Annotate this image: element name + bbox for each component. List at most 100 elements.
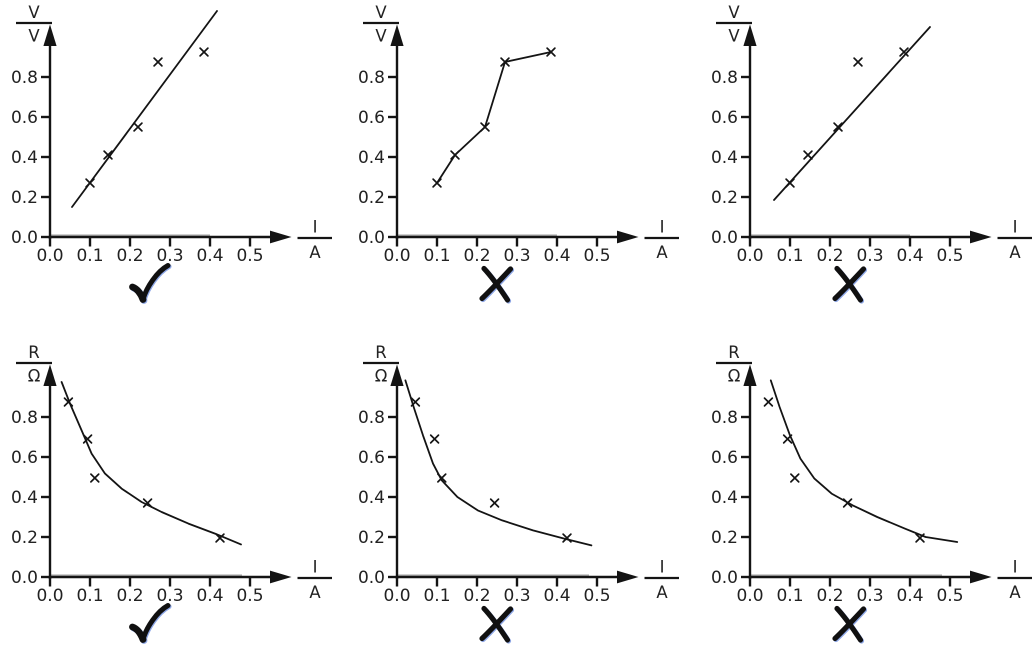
x-marker-icon bbox=[546, 47, 556, 57]
x-axis-arrow-icon bbox=[270, 570, 292, 584]
svg-text:0.1: 0.1 bbox=[776, 246, 803, 262]
check-icon bbox=[129, 263, 171, 303]
y-axis-arrow-icon bbox=[743, 24, 757, 46]
svg-text:A: A bbox=[656, 243, 668, 262]
incorrect-cross-mark bbox=[826, 261, 872, 307]
svg-text:0.0: 0.0 bbox=[11, 228, 38, 248]
y-ticks: 0.0 0.2 0.4 0.6 0.8 bbox=[711, 408, 750, 588]
x-axis-label: IA bbox=[997, 558, 1032, 602]
data-points bbox=[763, 397, 925, 543]
x-marker-icon bbox=[562, 533, 572, 543]
svg-text:0.0: 0.0 bbox=[711, 568, 738, 588]
x-marker-icon bbox=[153, 57, 163, 67]
data-points bbox=[63, 397, 225, 543]
svg-text:0.8: 0.8 bbox=[711, 408, 738, 428]
cross-icon bbox=[479, 265, 514, 303]
y-axis-arrow-icon bbox=[390, 24, 404, 46]
y-ticks: 0.0 0.2 0.4 0.6 0.8 bbox=[11, 68, 50, 248]
y-axis-arrow-icon bbox=[43, 24, 57, 46]
svg-text:0.3: 0.3 bbox=[856, 586, 883, 602]
svg-text:0.2: 0.2 bbox=[11, 188, 38, 208]
svg-text:0.6: 0.6 bbox=[358, 448, 385, 468]
svg-text:0.8: 0.8 bbox=[711, 68, 738, 88]
svg-text:Ω: Ω bbox=[728, 367, 741, 386]
svg-text:0.2: 0.2 bbox=[711, 188, 738, 208]
svg-text:V: V bbox=[375, 27, 387, 46]
chart-r-vs-i-smooth-curve: 0.0 0.1 0.2 0.3 0.4 0.5 0.0 0.2 0.4 0.6 0.8 R Ω I A bbox=[0, 340, 332, 602]
x-marker-icon bbox=[785, 178, 795, 188]
svg-text:0.3: 0.3 bbox=[156, 586, 183, 602]
svg-text:0.0: 0.0 bbox=[383, 586, 410, 602]
svg-text:A: A bbox=[656, 583, 668, 602]
svg-text:0.4: 0.4 bbox=[11, 148, 38, 168]
y-axis-label: RΩ bbox=[363, 343, 399, 386]
svg-text:I: I bbox=[660, 218, 665, 237]
svg-text:R: R bbox=[728, 343, 739, 362]
chart-canvas: 0.0 0.1 0.2 0.3 0.4 0.5 0.0 0.2 0.4 0.6 0.8 RΩ IA bbox=[711, 343, 1032, 602]
check-icon bbox=[129, 603, 171, 643]
y-ticks: 0.0 0.2 0.4 0.6 0.8 bbox=[358, 408, 397, 588]
chart-canvas: 0.0 0.1 0.2 0.3 0.4 0.5 0.0 0.2 0.4 0.6 0.8 RΩ IA bbox=[358, 343, 679, 602]
x-axis-arrow-icon bbox=[617, 570, 639, 584]
svg-text:0.3: 0.3 bbox=[503, 586, 530, 602]
correct-check-mark bbox=[126, 261, 172, 307]
x-marker-icon bbox=[450, 150, 460, 160]
svg-text:0.4: 0.4 bbox=[196, 586, 223, 602]
svg-text:0.5: 0.5 bbox=[236, 586, 263, 602]
svg-text:0.4: 0.4 bbox=[711, 148, 738, 168]
y-axis-label: VV bbox=[16, 3, 52, 46]
svg-text:0.0: 0.0 bbox=[36, 586, 63, 602]
svg-text:I: I bbox=[1013, 558, 1018, 577]
svg-text:R: R bbox=[28, 343, 39, 362]
svg-text:0.2: 0.2 bbox=[116, 246, 143, 262]
svg-text:V: V bbox=[28, 3, 40, 22]
chart-canvas: 0.0 0.1 0.2 0.3 0.4 0.5 0.0 0.2 0.4 0.6 0.8 VV IA bbox=[711, 3, 1032, 262]
data-points bbox=[785, 47, 909, 188]
x-marker-icon bbox=[833, 122, 843, 132]
svg-text:0.0: 0.0 bbox=[736, 246, 763, 262]
axes bbox=[395, 384, 619, 579]
svg-text:0.6: 0.6 bbox=[358, 108, 385, 128]
svg-text:0.6: 0.6 bbox=[711, 108, 738, 128]
svg-text:0.0: 0.0 bbox=[383, 246, 410, 262]
svg-text:0.4: 0.4 bbox=[896, 246, 923, 262]
plot-panel-top-middle: 0.0 0.1 0.2 0.3 0.4 0.5 0.0 0.2 0.4 0.6 0.8 V V I A bbox=[347, 0, 679, 312]
y-axis-arrow-icon bbox=[43, 364, 57, 386]
x-marker-icon bbox=[90, 473, 100, 483]
axes bbox=[48, 44, 272, 239]
x-axis-arrow-icon bbox=[270, 230, 292, 244]
axes bbox=[395, 44, 619, 239]
svg-text:V: V bbox=[728, 3, 740, 22]
x-ticks: 0.0 0.1 0.2 0.3 0.4 0.5 bbox=[736, 237, 964, 262]
fit-line bbox=[71, 10, 218, 208]
svg-text:V: V bbox=[28, 27, 40, 46]
fit-curve bbox=[769, 379, 959, 543]
svg-text:0.4: 0.4 bbox=[11, 488, 38, 508]
incorrect-cross-mark bbox=[473, 261, 519, 307]
svg-text:0.0: 0.0 bbox=[36, 246, 63, 262]
x-marker-icon bbox=[410, 397, 421, 407]
svg-text:0.5: 0.5 bbox=[936, 246, 963, 262]
svg-text:A: A bbox=[309, 583, 321, 602]
svg-text:0.2: 0.2 bbox=[816, 586, 843, 602]
y-ticks: 0.0 0.2 0.4 0.6 0.8 bbox=[711, 68, 750, 248]
svg-text:0.4: 0.4 bbox=[543, 246, 570, 262]
y-axis-arrow-icon bbox=[743, 364, 757, 386]
svg-text:V: V bbox=[728, 27, 740, 46]
svg-text:0.1: 0.1 bbox=[423, 586, 450, 602]
svg-text:A: A bbox=[309, 243, 321, 262]
x-marker-icon bbox=[853, 57, 863, 67]
svg-text:0.0: 0.0 bbox=[358, 568, 385, 588]
svg-text:A: A bbox=[1009, 243, 1021, 262]
svg-text:0.1: 0.1 bbox=[776, 586, 803, 602]
y-axis-label: VV bbox=[716, 3, 752, 46]
svg-text:0.4: 0.4 bbox=[196, 246, 223, 262]
fit-line bbox=[773, 26, 931, 201]
x-marker-icon bbox=[915, 533, 925, 543]
svg-text:0.4: 0.4 bbox=[896, 586, 923, 602]
axes bbox=[748, 44, 972, 239]
x-marker-icon bbox=[215, 533, 225, 543]
x-axis-arrow-icon bbox=[970, 230, 992, 244]
x-marker-icon bbox=[142, 498, 153, 508]
